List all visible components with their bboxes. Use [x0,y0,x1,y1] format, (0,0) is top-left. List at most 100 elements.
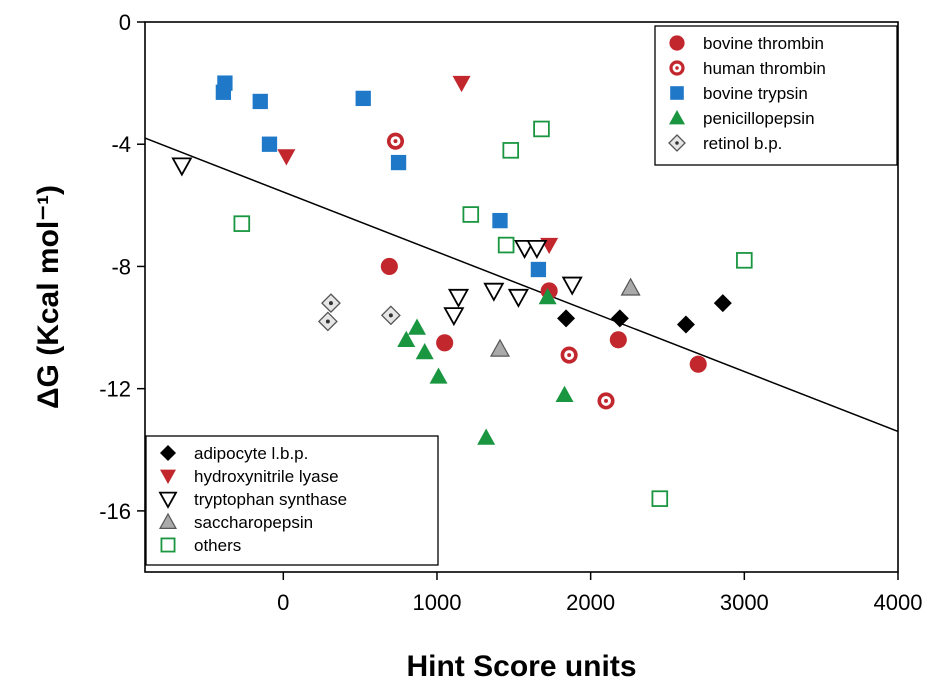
legend-marker [669,35,685,51]
series-bovine-trypsin [215,75,547,278]
series-penicillopepsin [397,288,574,445]
plot-frame [144,21,899,573]
marker-shape [676,315,695,334]
data-point [502,142,520,159]
data-point [676,315,695,334]
data-point [452,75,471,93]
marker-shape [397,330,416,347]
marker-shape [610,309,629,328]
marker-shape [233,215,251,232]
data-point [557,309,576,328]
marker-dot [393,139,398,144]
marker-shape [380,257,398,275]
data-point [429,367,448,384]
marker-shape [651,490,669,507]
marker-dot [604,398,609,403]
y-axis-title: ΔG (Kcal mol⁻¹) [32,185,65,409]
legend-label: tryptophan synthase [194,490,347,509]
data-point [277,149,296,166]
marker-shape [390,154,407,171]
x-tick-label: 1000 [413,590,462,615]
data-point [215,84,232,100]
marker-shape [252,93,268,110]
data-point [252,93,268,110]
legend-label: retinol b.p. [703,134,782,153]
legend-marker [160,537,176,553]
legend-marker [160,469,176,484]
legend-marker [670,86,684,100]
legend-box [654,25,898,166]
marker-shape [507,288,529,308]
data-point [560,346,578,364]
marker-shape [429,367,448,384]
marker-shape [497,236,515,254]
series-others [233,120,753,507]
data-point [447,288,470,308]
marker-shape [530,261,547,278]
data-point [538,288,557,305]
marker-shape [415,343,434,360]
data-point [530,261,547,278]
data-point [713,294,732,313]
legend-label: bovine thrombin [703,34,824,53]
legend-marker [669,60,685,76]
data-point [689,355,707,373]
marker-shape [502,142,520,159]
y-tick-label: -8 [111,254,131,279]
data-point [386,132,405,150]
marker-shape [452,75,471,93]
x-tick-label: 0 [277,590,289,615]
marker-shape [483,282,505,302]
series-tryptophan-synthase [171,157,583,327]
marker-shape [557,309,576,328]
data-point [514,240,536,259]
data-point [380,257,398,275]
data-point [390,154,407,171]
x-tick-label: 3000 [720,590,769,615]
data-point [492,212,508,229]
marker-shape [609,331,627,349]
regression-line [144,137,899,433]
data-point [233,215,251,232]
data-point [497,236,515,254]
marker-shape [436,334,454,352]
marker-shape [447,288,470,308]
x-tick-label: 4000 [874,590,923,615]
marker-shape [160,537,176,553]
marker-shape [489,338,511,357]
data-point [736,252,753,269]
data-point [408,318,427,335]
data-point [171,157,193,177]
data-point [380,305,401,326]
marker-shape [713,294,732,313]
legend-marker [158,491,178,509]
data-point [355,90,371,107]
data-point [610,309,629,328]
data-point [477,428,496,445]
marker-shape [277,149,296,166]
marker-shape [158,491,178,509]
marker-shape [355,90,371,107]
legend-label: adipocyte l.b.p. [194,444,308,463]
marker-shape [408,318,427,335]
marker-shape [669,110,685,125]
legend-label: penicillopepsin [703,109,815,128]
marker-shape [160,469,176,484]
x-tick-label: 2000 [566,590,615,615]
series-human-thrombin [386,132,615,410]
data-point [533,120,550,138]
y-tick-label: -16 [99,499,131,524]
marker-shape [670,86,684,100]
data-point [321,293,341,314]
marker-shape [669,35,685,51]
legend-marker [668,134,686,152]
marker-dot [328,301,333,306]
data-point [526,240,548,259]
marker-shape [555,385,574,402]
y-tick-label: -4 [111,132,131,157]
marker-shape [561,276,583,296]
marker-shape [158,512,178,530]
legend-marker [160,445,176,461]
data-point [620,277,641,296]
data-point [261,136,278,152]
